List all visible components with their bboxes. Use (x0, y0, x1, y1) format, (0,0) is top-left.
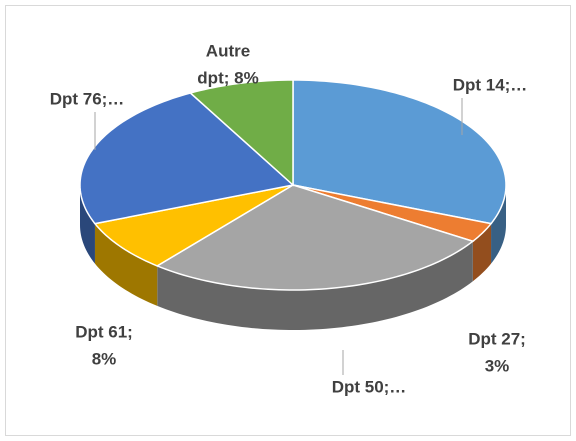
slice (292, 184, 493, 243)
slice (155, 184, 475, 291)
slice (93, 184, 294, 267)
data-label: dpt; 8% (197, 68, 258, 87)
data-label: 3% (485, 356, 510, 375)
data-label: Autre (206, 41, 250, 60)
data-label: Dpt 76;… (50, 89, 125, 108)
slice (79, 92, 295, 225)
data-label: Dpt 61; (75, 322, 133, 341)
slice-side (157, 241, 473, 330)
slice (188, 79, 294, 187)
data-label: Dpt 50;… (332, 377, 407, 396)
data-label: Dpt 27; (468, 329, 526, 348)
data-label: 8% (92, 349, 117, 368)
slice (292, 79, 507, 225)
slice-side (94, 223, 158, 306)
data-label: Dpt 14;… (453, 75, 528, 94)
